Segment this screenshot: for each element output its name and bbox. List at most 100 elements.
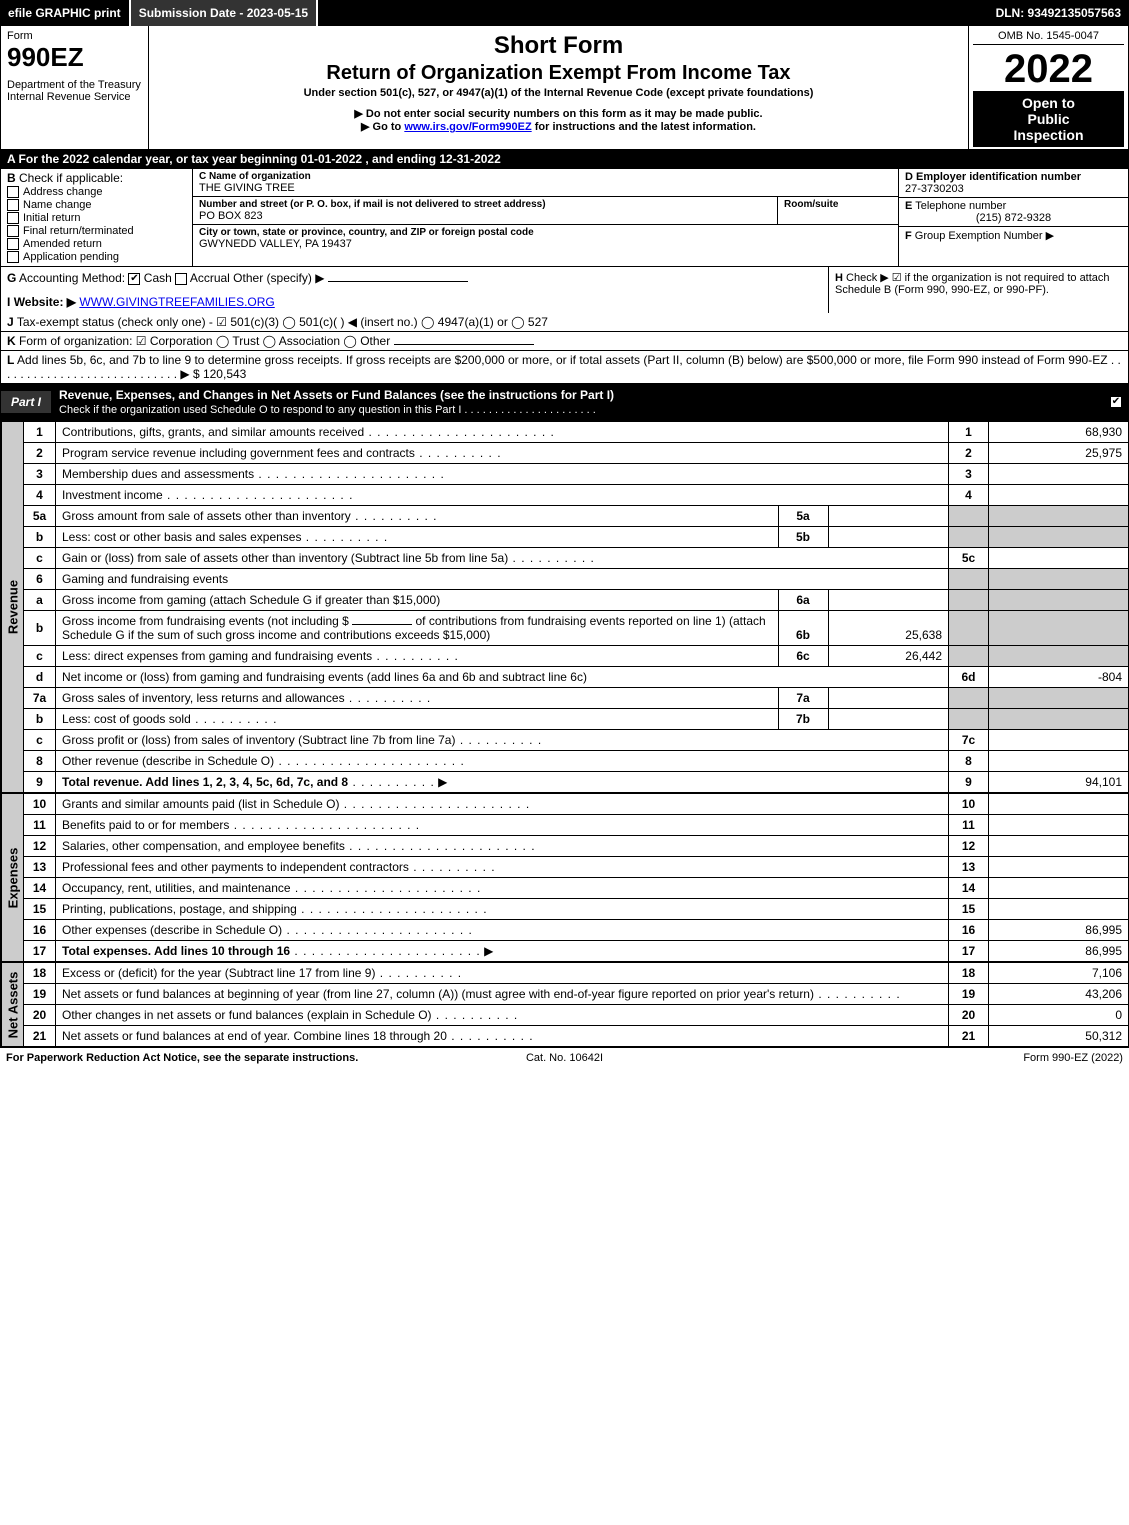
- open-to-public: Open to Public Inspection: [973, 91, 1124, 147]
- table-row: 11Benefits paid to or for members11: [24, 815, 1129, 836]
- l-amt: $ 120,543: [193, 367, 246, 381]
- phone-val: (215) 872-9328: [905, 212, 1122, 224]
- form-word: Form: [7, 30, 142, 42]
- j-text: Tax-exempt status (check only one) - ☑ 5…: [17, 315, 548, 329]
- table-row: 14Occupancy, rent, utilities, and mainte…: [24, 878, 1129, 899]
- part1-header: Part I Revenue, Expenses, and Changes in…: [0, 384, 1129, 421]
- open-line2: Public: [975, 111, 1122, 127]
- lbl-amended-return: Amended return: [23, 238, 102, 250]
- page-footer: For Paperwork Reduction Act Notice, see …: [0, 1047, 1129, 1068]
- table-row: 16Other expenses (describe in Schedule O…: [24, 920, 1129, 941]
- street-row: Number and street (or P. O. box, if mail…: [193, 197, 898, 225]
- form-id-block: Form 990EZ Department of the Treasury In…: [1, 26, 149, 149]
- table-row: cGain or (loss) from sale of assets othe…: [24, 548, 1129, 569]
- lbl-final-return: Final return/terminated: [23, 225, 134, 237]
- cb-cash[interactable]: [128, 273, 140, 285]
- lbl-name-change: Name change: [23, 199, 92, 211]
- lbl-accrual: Accrual: [190, 271, 230, 285]
- h-text: Check ▶ ☑ if the organization is not req…: [835, 272, 1110, 296]
- netassets-table: 18Excess or (deficit) for the year (Subt…: [23, 962, 1129, 1047]
- table-row: bLess: cost or other basis and sales exp…: [24, 527, 1129, 548]
- table-row: bLess: cost of goods sold7b: [24, 709, 1129, 730]
- table-row: 21Net assets or fund balances at end of …: [24, 1026, 1129, 1047]
- table-row: 10Grants and similar amounts paid (list …: [24, 794, 1129, 815]
- line-l: L Add lines 5b, 6c, and 7b to line 9 to …: [0, 351, 1129, 384]
- col-h: H Check ▶ ☑ if the organization is not r…: [828, 267, 1128, 313]
- table-row: 17Total expenses. Add lines 10 through 1…: [24, 941, 1129, 962]
- revenue-section: Revenue 1Contributions, gifts, grants, a…: [0, 421, 1129, 793]
- k-text: Form of organization: ☑ Corporation ◯ Tr…: [19, 334, 390, 348]
- expenses-table: 10Grants and similar amounts paid (list …: [23, 793, 1129, 962]
- table-row: 9Total revenue. Add lines 1, 2, 3, 4, 5c…: [24, 772, 1129, 793]
- table-row: 18Excess or (deficit) for the year (Subt…: [24, 963, 1129, 984]
- dept-line2: Internal Revenue Service: [7, 91, 142, 103]
- i-label: Website: ▶: [14, 295, 76, 309]
- cb-final-return[interactable]: [7, 225, 19, 237]
- table-row: dNet income or (loss) from gaming and fu…: [24, 667, 1129, 688]
- l-text: Add lines 5b, 6c, and 7b to line 9 to de…: [7, 353, 1121, 381]
- subtitle-code: Under section 501(c), 527, or 4947(a)(1)…: [157, 87, 960, 99]
- dln: DLN: 93492135057563: [988, 0, 1129, 26]
- section-gh: G Accounting Method: Cash Accrual Other …: [0, 266, 1129, 313]
- table-row: 19Net assets or fund balances at beginni…: [24, 984, 1129, 1005]
- lbl-cash: Cash: [144, 271, 172, 285]
- line-j: J Tax-exempt status (check only one) - ☑…: [0, 313, 1129, 332]
- table-row: cLess: direct expenses from gaming and f…: [24, 646, 1129, 667]
- table-row: 8Other revenue (describe in Schedule O)8: [24, 751, 1129, 772]
- table-row: 6Gaming and fundraising events: [24, 569, 1129, 590]
- k-other-input[interactable]: [394, 344, 534, 345]
- table-row: 3Membership dues and assessments3: [24, 464, 1129, 485]
- table-row: 20Other changes in net assets or fund ba…: [24, 1005, 1129, 1026]
- expenses-tab: Expenses: [1, 793, 23, 962]
- netassets-section: Net Assets 18Excess or (deficit) for the…: [0, 962, 1129, 1047]
- c-label: Name of organization: [209, 171, 311, 182]
- submission-date: Submission Date - 2023-05-15: [131, 0, 318, 26]
- subtitle-ssn: ▶ Do not enter social security numbers o…: [157, 107, 960, 120]
- e-label: Telephone number: [915, 200, 1006, 212]
- form-number: 990EZ: [7, 42, 142, 73]
- section-bcd: B Check if applicable: Address change Na…: [0, 169, 1129, 266]
- cb-amended-return[interactable]: [7, 238, 19, 250]
- subtitle-goto: ▶ Go to www.irs.gov/Form990EZ for instru…: [157, 120, 960, 133]
- cb-application-pending[interactable]: [7, 251, 19, 263]
- part1-subtitle: Check if the organization used Schedule …: [59, 404, 596, 416]
- open-line3: Inspection: [975, 127, 1122, 143]
- b-title: Check if applicable:: [19, 171, 123, 185]
- table-row: 13Professional fees and other payments t…: [24, 857, 1129, 878]
- city-val: GWYNEDD VALLEY, PA 19437: [199, 238, 892, 250]
- col-g: G Accounting Method: Cash Accrual Other …: [1, 267, 828, 313]
- city-label: City or town, state or province, country…: [199, 227, 892, 238]
- expenses-section: Expenses 10Grants and similar amounts pa…: [0, 793, 1129, 962]
- top-bar: efile GRAPHIC print Submission Date - 20…: [0, 0, 1129, 26]
- lbl-address-change: Address change: [23, 186, 103, 198]
- cb-initial-return[interactable]: [7, 212, 19, 224]
- cb-name-change[interactable]: [7, 199, 19, 211]
- col-d: D Employer identification number 27-3730…: [898, 169, 1128, 266]
- omb-number: OMB No. 1545-0047: [973, 28, 1124, 45]
- other-input[interactable]: [328, 281, 468, 282]
- table-row: aGross income from gaming (attach Schedu…: [24, 590, 1129, 611]
- goto-pre: ▶ Go to: [361, 121, 404, 133]
- city-cell: City or town, state or province, country…: [193, 225, 898, 252]
- table-row: bGross income from fundraising events (n…: [24, 611, 1129, 646]
- footer-center: Cat. No. 10642I: [378, 1052, 750, 1064]
- group-exempt-cell: F Group Exemption Number ▶: [899, 227, 1128, 244]
- cb-address-change[interactable]: [7, 186, 19, 198]
- table-row: cGross profit or (loss) from sales of in…: [24, 730, 1129, 751]
- form-header: Form 990EZ Department of the Treasury In…: [0, 26, 1129, 150]
- cb-accrual[interactable]: [175, 273, 187, 285]
- open-line1: Open to: [975, 95, 1122, 111]
- table-row: 2Program service revenue including gover…: [24, 443, 1129, 464]
- table-row: 15Printing, publications, postage, and s…: [24, 899, 1129, 920]
- title-return: Return of Organization Exempt From Incom…: [157, 62, 960, 85]
- cb-schedule-o[interactable]: [1110, 396, 1122, 408]
- line-a: A For the 2022 calendar year, or tax yea…: [0, 150, 1129, 169]
- org-name-cell: C Name of organization THE GIVING TREE: [193, 169, 898, 197]
- footer-left: For Paperwork Reduction Act Notice, see …: [6, 1052, 378, 1064]
- title-short-form: Short Form: [157, 32, 960, 60]
- street-val: PO BOX 823: [199, 210, 771, 222]
- tax-year: 2022: [973, 45, 1124, 91]
- irs-link[interactable]: www.irs.gov/Form990EZ: [404, 121, 531, 133]
- website-link[interactable]: WWW.GIVINGTREEFAMILIES.ORG: [79, 295, 274, 309]
- table-row: 12Salaries, other compensation, and empl…: [24, 836, 1129, 857]
